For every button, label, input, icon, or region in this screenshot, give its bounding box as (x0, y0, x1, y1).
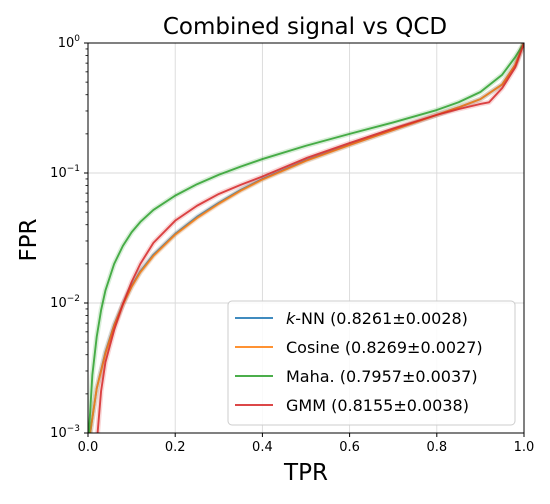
legend-label-text: -NN (0.8261±0.0028) (295, 309, 468, 328)
y-tick-label: 10−2 (50, 294, 80, 311)
x-tick-label: 0.0 (78, 440, 99, 455)
plot-frame (87, 42, 525, 434)
y-tick-base: 10 (58, 36, 75, 51)
legend-label-text: GMM (0.8155±0.0038) (286, 396, 469, 415)
legend: k-NN (0.8261±0.0028) Cosine (0.8269±0.002… (227, 300, 516, 426)
chart-title: Combined signal vs QCD (163, 14, 447, 40)
legend-label-italic: k (286, 309, 296, 328)
y-tick-base: 10 (50, 296, 67, 311)
x-tick-label: 0.2 (165, 440, 186, 455)
y-tick-exponent: −3 (67, 424, 80, 434)
x-tick-label: 0.4 (252, 440, 273, 455)
y-tick-exponent: 0 (74, 34, 80, 44)
legend-box (227, 300, 516, 426)
y-axis-label: FPR (16, 218, 42, 261)
legend-label-3: GMM (0.8155±0.0038) (286, 396, 469, 415)
y-tick-label: 100 (58, 34, 81, 51)
plot-area (88, 43, 524, 433)
series-line-3 (96, 43, 524, 433)
legend-label-text: Cosine (0.8269±0.0027) (286, 338, 483, 357)
legend-label-1: Cosine (0.8269±0.0027) (286, 338, 483, 357)
legend-label-2: Maha. (0.7957±0.0037) (286, 367, 478, 386)
y-tick-label: 10−1 (50, 164, 80, 181)
x-axis-label: TPR (283, 460, 328, 486)
y-tick-exponent: −2 (67, 294, 80, 304)
y-tick-label: 10−3 (50, 424, 80, 441)
series-line-2 (88, 43, 524, 433)
x-tick-label: 1.0 (514, 440, 535, 455)
x-axis-ticks: 0.0 0.2 0.4 0.6 0.8 1.0 (78, 433, 535, 455)
legend-label-0: k-NN (0.8261±0.0028) (286, 309, 468, 328)
x-tick-label: 0.6 (339, 440, 360, 455)
y-tick-exponent: −1 (67, 164, 80, 174)
x-tick-label: 0.8 (426, 440, 447, 455)
y-tick-base: 10 (50, 166, 67, 181)
y-tick-base: 10 (50, 426, 67, 441)
legend-label-text: Maha. (0.7957±0.0037) (286, 367, 478, 386)
